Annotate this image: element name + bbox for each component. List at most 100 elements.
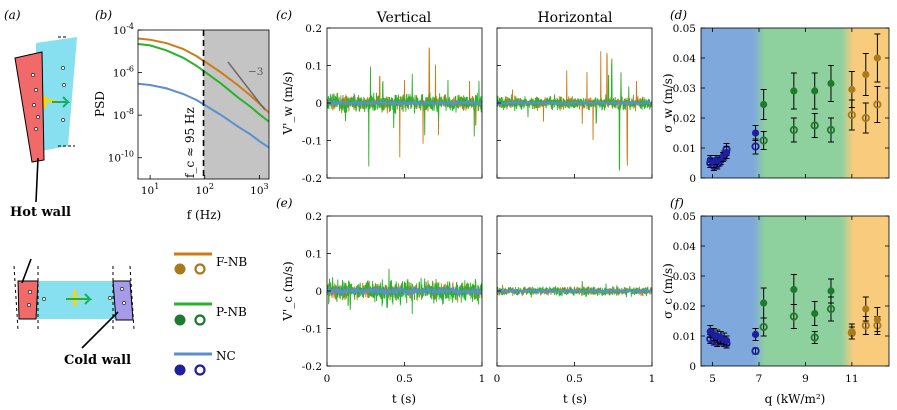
- point-f-nb-open: [847, 110, 856, 120]
- cold-wall-label: Cold wall: [64, 353, 131, 368]
- point-p-nb-open: [826, 304, 836, 314]
- psd-xtick-label: 103: [250, 182, 268, 197]
- ts-horizontal-top: Horizontal: [496, 10, 653, 179]
- point-f-nb-filled: [848, 327, 856, 336]
- psd-slope-line: [227, 61, 266, 111]
- sc-ytick-label: 0: [689, 173, 696, 185]
- title-horizontal: Horizontal: [537, 10, 613, 26]
- region-pnb: [759, 28, 848, 178]
- ts-xtick-label: 0.5: [566, 373, 583, 385]
- sc-ytick-label: 0.02: [673, 301, 696, 313]
- panel-label-d: (d): [670, 8, 687, 22]
- ts-vertical-bottom: 0 0.5 1 0.2 0.1 0 -0.1 -0.2 V'_c (m/s) t (s): [281, 211, 485, 406]
- point-p-nb-filled: [811, 87, 819, 95]
- ts-ytick-label: 0: [315, 286, 322, 298]
- sc-f-axes: [700, 215, 890, 367]
- ts-ytick-label: 0.1: [305, 61, 322, 73]
- sigma-c-panel: 5 7 9 11 0 0.01 0.02 0.03 0.04 0.05 σ_c (m/s) q (…: [661, 211, 890, 406]
- point-p-nb-filled: [827, 287, 835, 295]
- sc-ytick-label: 0.05: [673, 211, 696, 223]
- psd-xtick-label: 102: [196, 182, 214, 197]
- panel-label-b: (b): [95, 8, 112, 22]
- title-vertical: Vertical: [376, 10, 432, 26]
- ts-horizontal-bottom: 0 0.5 1 t (s): [494, 215, 655, 406]
- ts-ytick-label: 0.2: [305, 23, 322, 35]
- ts-xtick-label: 0: [324, 373, 331, 385]
- psd-xlabel: f (Hz): [187, 208, 221, 222]
- point-p-nb-open: [759, 322, 768, 332]
- legend-open-fnb: [194, 263, 206, 275]
- ts-e-xlabel: t (s): [392, 392, 416, 406]
- panel-label-f: (f): [670, 196, 684, 210]
- ts-series-p-nb: [497, 280, 652, 298]
- sc-xtick-label: 5: [709, 373, 716, 385]
- point-nc-filled: [751, 129, 760, 137]
- legend-filled-pnb: [174, 314, 186, 326]
- sc-ytick-label: 0.03: [673, 83, 696, 95]
- point-f-nb-filled: [862, 305, 870, 313]
- point-p-nb-open: [810, 121, 819, 130]
- sc-xtick-label: 11: [845, 373, 858, 385]
- sc-ytick-label: 0.01: [673, 331, 696, 343]
- sc-ytick-label: 0.03: [673, 271, 696, 283]
- sc-ytick-label: 0: [689, 361, 696, 373]
- ts-series-nc: [327, 285, 482, 298]
- point-p-nb-open: [789, 125, 798, 135]
- schematic-vertical: [14, 36, 77, 203]
- sc-ytick-label: 0.02: [673, 113, 696, 125]
- ts-ytick-label: -0.2: [302, 173, 322, 185]
- hot-wall-label: Hot wall: [10, 205, 71, 220]
- point-f-nb-filled: [873, 315, 881, 324]
- ts-series-nc: [497, 99, 652, 107]
- psd-slope-label: −3: [248, 66, 263, 78]
- point-p-nb-filled: [760, 299, 768, 307]
- point-p-nb-open: [789, 312, 798, 321]
- point-p-nb-filled: [790, 285, 798, 294]
- psd-ytick-label: 10-6: [113, 65, 134, 80]
- panel-label-e: (e): [276, 196, 293, 210]
- psd-ytick-label: 10-4: [113, 22, 134, 37]
- sc-d-ylabel: σ_w (m/s): [661, 73, 675, 132]
- schematic-horizontal: [13, 258, 135, 349]
- ts-ytick-label: -0.1: [302, 136, 322, 148]
- region-blend-pnb-fnb: [841, 216, 854, 366]
- point-p-nb-open: [826, 125, 836, 135]
- ts-series-f-nb: [497, 51, 652, 166]
- ts-ytick-label: 0.2: [305, 211, 322, 223]
- sc-xtick-label: 9: [802, 373, 809, 385]
- sc-ytick-label: 0.01: [673, 143, 696, 155]
- point-p-nb-open: [759, 136, 768, 145]
- legend-open-nc: [194, 364, 206, 376]
- psd-panel: −3 f_c ≈ 95 Hz 101 102 103 10-10 10-8 10-6 10-…: [93, 22, 270, 222]
- ts-ytick-label: -0.2: [302, 361, 322, 373]
- sc-f-ylabel: σ_c (m/s): [661, 263, 675, 319]
- psd-ylabel: PSD: [93, 91, 107, 117]
- psd-ytick-label: 10-8: [113, 107, 134, 122]
- point-f-nb-filled: [873, 54, 881, 62]
- panel-label-c: (c): [276, 8, 292, 22]
- ts-vertical-top: Vertical 0.2 0.1 0 -0.1 -0.2 V'_w (m/s): [281, 10, 483, 185]
- point-nc-filled: [751, 330, 760, 339]
- ts-c-ylabel: V'_w (m/s): [281, 72, 295, 136]
- point-f-nb-open: [873, 100, 882, 109]
- ts-xtick-label: 0: [494, 373, 501, 385]
- sigma-w-panel: 0 0.01 0.02 0.03 0.04 0.05 σ_w (m/s): [661, 23, 890, 185]
- psd-cutoff-label: f_c ≈ 95 Hz: [183, 107, 197, 178]
- point-nc-open: [751, 346, 760, 356]
- point-f-nb-open: [861, 321, 870, 330]
- sc-d-axes: [700, 27, 890, 179]
- psd-series-p-nb: [138, 43, 269, 123]
- ts-xtick-label: 0.5: [396, 373, 413, 385]
- sc-ytick-label: 0.04: [673, 241, 697, 253]
- sc-ytick-label: 0.04: [673, 53, 697, 65]
- legend-open-pnb: [194, 314, 206, 326]
- legend-label-pnb: P-NB: [216, 305, 247, 319]
- point-p-nb-open: [810, 333, 819, 342]
- point-f-nb-filled: [862, 70, 870, 79]
- legend-filled-nc: [174, 364, 186, 376]
- sc-ytick-label: 0.05: [673, 23, 696, 35]
- point-nc-filled: [722, 148, 731, 157]
- region-fnb: [847, 216, 889, 366]
- psd-series-nc: [138, 82, 269, 149]
